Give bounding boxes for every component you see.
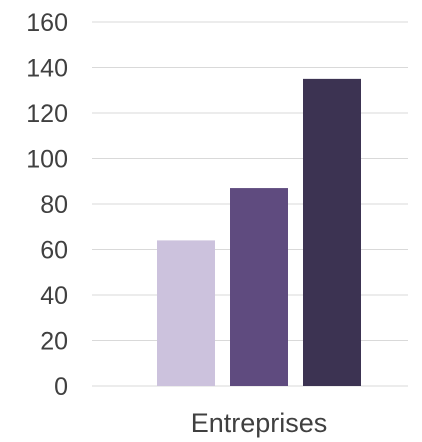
x-category-label: Entreprises: [191, 408, 328, 438]
bar-series-1: [157, 240, 215, 386]
y-tick-label-4: 80: [40, 191, 68, 219]
bars: [157, 78, 361, 386]
y-tick-label-0: 0: [54, 373, 68, 401]
y-tick-label-3: 60: [40, 237, 68, 265]
y-axis-ticks: 0 20 40 60 80 100 120 140 160: [26, 9, 68, 401]
y-tick-label-7: 140: [26, 55, 68, 83]
y-tick-label-8: 160: [26, 9, 68, 37]
y-tick-label-1: 20: [40, 328, 68, 356]
y-tick-label-2: 40: [40, 282, 68, 310]
y-tick-label-5: 100: [26, 146, 68, 174]
bar-series-2: [230, 188, 288, 386]
bar-series-3: [303, 78, 361, 386]
y-tick-label-6: 120: [26, 100, 68, 128]
